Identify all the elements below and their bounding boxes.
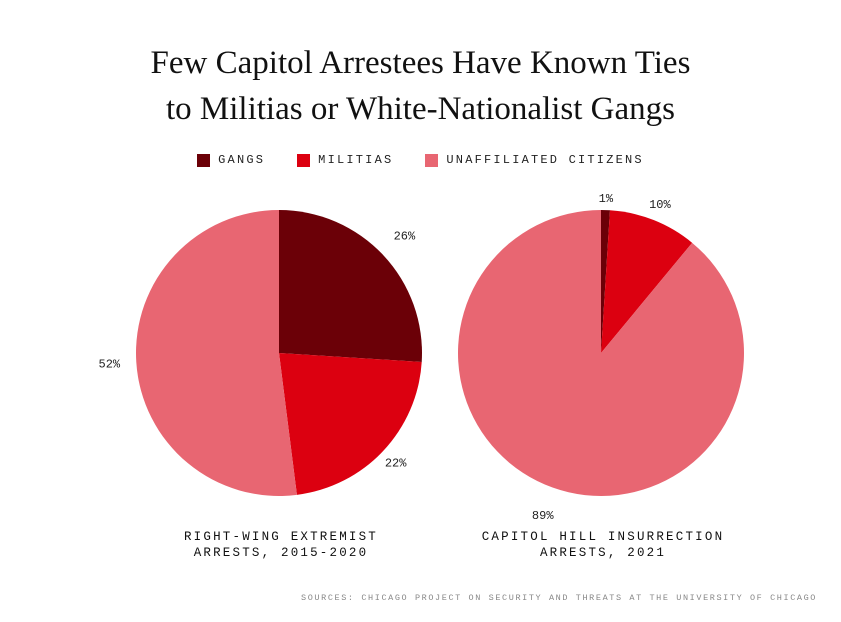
caption-left-line-1: RIGHT-WING EXTREMIST <box>183 530 379 544</box>
pie-0-label-gangs: 26% <box>394 229 416 243</box>
pie-1-label-militias: 10% <box>649 198 671 212</box>
caption-left: RIGHT-WING EXTREMIST ARRESTS, 2015-2020 <box>131 529 431 561</box>
legend-swatch-militias <box>297 153 311 167</box>
source-note: SOURCES: CHICAGO PROJECT ON SECURITY AND… <box>301 593 817 603</box>
title-line-2: to Militias or White-Nationalist Gangs <box>166 91 675 127</box>
legend-item-unaffiliated: UNAFFILIATED CITIZENS <box>425 153 643 167</box>
legend-item-gangs: GANGS <box>197 153 265 167</box>
legend-label-gangs: GANGS <box>218 153 266 167</box>
pie-0-slice-unaffiliated <box>136 210 297 496</box>
legend-swatch-unaffiliated <box>425 153 439 167</box>
legend-label-unaffiliated: UNAFFILIATED CITIZENS <box>446 153 644 167</box>
pie-0-slice-militias <box>279 353 422 495</box>
pie-chart-right: 1% 10% 89% <box>458 192 744 523</box>
pie-0-label-militias: 22% <box>385 457 407 471</box>
chart-title: Few Capitol Arrestees Have Known Ties to… <box>0 40 841 132</box>
legend-item-militias: MILITIAS <box>297 153 393 167</box>
pie-1-slice-unaffiliated <box>458 210 744 497</box>
legend-label-militias: MILITIAS <box>318 153 394 167</box>
pie-1-slice-gangs <box>601 210 610 353</box>
pie-0-label-unaffiliated: 52% <box>99 358 121 372</box>
legend: GANGS MILITIAS UNAFFILIATED CITIZENS <box>0 153 841 167</box>
pie-1-label-gangs: 1% <box>599 192 614 206</box>
caption-right-line-1: CAPITOL HILL INSURRECTION <box>481 530 725 544</box>
caption-right: CAPITOL HILL INSURRECTION ARRESTS, 2021 <box>453 529 753 561</box>
legend-swatch-gangs <box>197 153 211 167</box>
title-line-1: Few Capitol Arrestees Have Known Ties <box>150 45 691 81</box>
pie-1-label-unaffiliated: 89% <box>532 509 554 523</box>
caption-left-line-2: ARRESTS, 2015-2020 <box>193 546 369 560</box>
pie-0-slice-gangs <box>279 210 422 362</box>
pie-chart-left: 26% 22% 52% <box>99 210 422 496</box>
pie-1-slice-militias <box>601 210 693 353</box>
caption-right-line-2: ARRESTS, 2021 <box>539 546 667 560</box>
